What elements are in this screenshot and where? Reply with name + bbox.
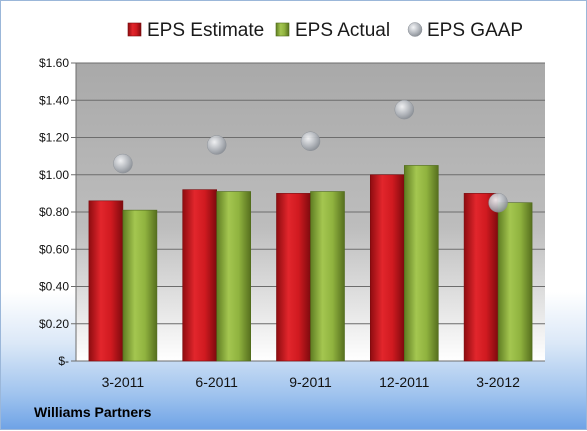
eps-estimate-bar — [182, 189, 217, 362]
legend: EPS Estimate EPS Actual EPS GAAP — [127, 20, 523, 41]
x-axis: 3-2011 6-2011 9-2011 12-2011 3-2012 — [76, 360, 545, 390]
x-tick-label: 12-2011 — [379, 374, 430, 390]
eps-actual-bar — [497, 202, 533, 362]
eps-actual-bar — [403, 165, 439, 362]
eps-estimate-bar — [88, 200, 124, 362]
y-tick-label: $0.60 — [39, 242, 69, 256]
legend-swatch-gaap — [407, 22, 423, 37]
eps-gaap-point — [206, 135, 227, 155]
eps-actual-bar — [216, 191, 251, 362]
legend-label: EPS Actual — [295, 20, 390, 41]
eps-gaap-point — [394, 99, 415, 120]
y-tick-label: $0.80 — [39, 205, 69, 219]
legend-label: EPS GAAP — [427, 20, 523, 41]
eps-estimate-bar — [463, 193, 499, 362]
eps-gaap-point — [300, 131, 321, 151]
y-tick-label: $0.40 — [39, 280, 69, 294]
eps-gaap-point — [113, 153, 133, 174]
x-tick-label: 6-2011 — [195, 374, 238, 390]
bars — [88, 165, 533, 362]
eps-estimate-bar — [369, 174, 405, 362]
y-tick-label: $0.20 — [39, 317, 69, 331]
eps-actual-bar — [310, 191, 345, 362]
y-tick-label: $- — [58, 354, 69, 368]
y-tick-label: $1.00 — [39, 168, 69, 182]
x-tick-label: 9-2011 — [289, 374, 332, 390]
y-axis: $- $0.20 $0.40 $0.60 $0.80 $1.00 $1.20 $1.40 $1.… — [39, 56, 77, 368]
y-tick-label: $1.40 — [39, 93, 69, 107]
eps-estimate-bar — [276, 193, 311, 362]
y-tick-label: $1.60 — [39, 56, 69, 70]
company-label: Williams Partners — [34, 404, 152, 420]
y-tick-label: $1.20 — [39, 131, 69, 145]
x-tick-label: 3-2012 — [476, 374, 520, 390]
gaap-points — [113, 99, 508, 213]
eps-actual-bar — [122, 209, 158, 362]
legend-label: EPS Estimate — [147, 20, 264, 41]
x-tick-label: 3-2011 — [102, 374, 145, 390]
eps-gaap-point — [488, 192, 508, 213]
legend-swatch-actual — [275, 22, 290, 37]
legend-swatch-estimate — [127, 22, 142, 37]
